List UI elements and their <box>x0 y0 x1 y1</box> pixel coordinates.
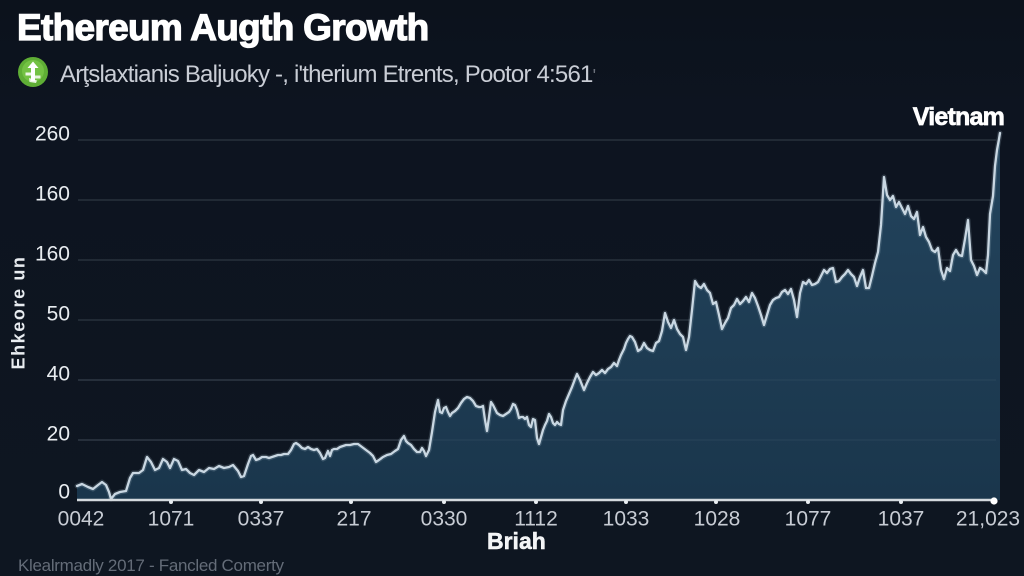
svg-text:0330: 0330 <box>421 508 468 531</box>
svg-text:1037: 1037 <box>878 508 925 531</box>
svg-text:160: 160 <box>35 243 70 266</box>
svg-text:1112: 1112 <box>514 508 558 531</box>
svg-text:0337: 0337 <box>238 508 285 531</box>
svg-text:217: 217 <box>336 508 371 531</box>
svg-text:260: 260 <box>35 123 70 146</box>
svg-text:0042: 0042 <box>58 508 105 531</box>
svg-text:20: 20 <box>47 423 70 446</box>
svg-text:1033: 1033 <box>603 508 650 531</box>
svg-text:1077: 1077 <box>785 508 832 531</box>
svg-text:21,023: 21,023 <box>956 508 1020 531</box>
svg-text:50: 50 <box>47 303 70 326</box>
svg-text:1071: 1071 <box>148 508 195 531</box>
svg-text:0: 0 <box>58 481 70 504</box>
svg-text:1028: 1028 <box>694 508 741 531</box>
svg-text:40: 40 <box>47 363 70 386</box>
svg-text:160: 160 <box>35 183 70 206</box>
